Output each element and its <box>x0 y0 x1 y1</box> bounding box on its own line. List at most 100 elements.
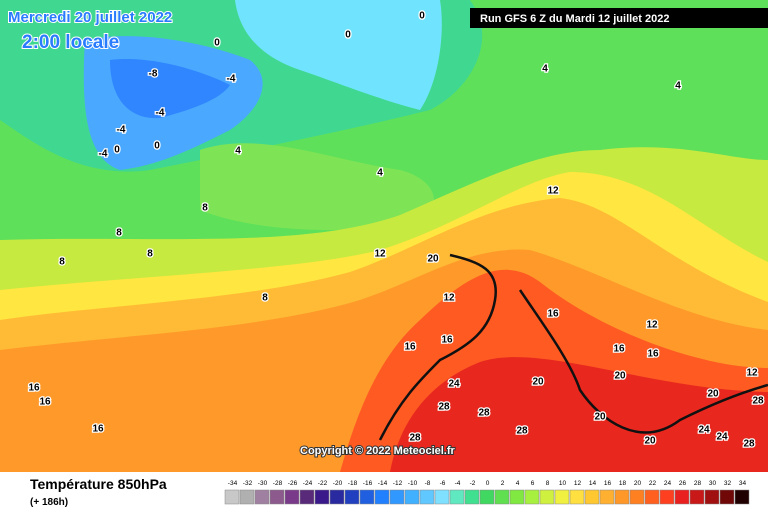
contour-label: 16 <box>39 397 51 408</box>
legend-swatch <box>479 489 495 505</box>
contour-label: -4 <box>227 74 236 85</box>
legend-label: -34 <box>228 480 238 487</box>
legend-label: -20 <box>333 480 343 487</box>
legend-swatch <box>704 489 720 505</box>
legend-label: 14 <box>589 480 597 487</box>
contour-label: 28 <box>516 426 528 437</box>
legend-label: 18 <box>619 480 627 487</box>
contour-label: -4 <box>99 149 108 160</box>
contour-label: 16 <box>647 349 659 360</box>
legend-label: -28 <box>273 480 283 487</box>
legend-swatch <box>689 489 705 505</box>
legend-swatch <box>734 489 750 505</box>
run-info: Run GFS 6 Z du Mardi 12 juillet 2022 <box>480 13 670 25</box>
legend-label: 12 <box>574 480 582 487</box>
contour-label: 20 <box>594 412 606 423</box>
legend-swatch <box>239 489 255 505</box>
legend-swatch <box>719 489 735 505</box>
legend-swatch <box>329 489 345 505</box>
legend-swatch <box>269 489 285 505</box>
legend-swatch <box>569 489 585 505</box>
contour-label: 16 <box>547 309 559 320</box>
contour-label: 8 <box>59 257 65 268</box>
contour-label: 0 <box>419 11 425 22</box>
legend-swatch <box>404 489 420 505</box>
legend-swatch <box>659 489 675 505</box>
contour-label: 28 <box>743 439 755 450</box>
legend-swatch <box>344 489 360 505</box>
contour-label: 20 <box>532 377 544 388</box>
legend-swatch <box>524 489 540 505</box>
legend-swatch <box>299 489 315 505</box>
contour-label: 8 <box>147 249 153 260</box>
contour-label: 20 <box>614 371 626 382</box>
color-legend: -34 -32 -30 -28 -26 -24 -22 -20 -18 -16 -14 -12 -10-… <box>224 480 750 505</box>
copyright: Copyright © 2022 Meteociel.fr <box>300 445 456 457</box>
contour-label: 16 <box>404 342 416 353</box>
legend-swatch <box>584 489 600 505</box>
contour-label: 4 <box>377 168 383 179</box>
legend-label: -4 <box>455 480 461 487</box>
legend-label: -14 <box>378 480 388 487</box>
legend-label: 6 <box>531 480 535 487</box>
legend-swatch <box>434 489 450 505</box>
legend-swatch <box>314 489 330 505</box>
contour-label: 0 <box>345 30 351 41</box>
contour-label: 16 <box>613 344 625 355</box>
local-time: 2:00 locale <box>22 32 119 53</box>
contour-label: 0 <box>214 38 220 49</box>
legend-swatch <box>464 489 480 505</box>
legend-label: 16 <box>604 480 612 487</box>
legend-label: 24 <box>664 480 672 487</box>
legend-swatch <box>599 489 615 505</box>
run-box <box>470 8 768 28</box>
legend-label: -18 <box>348 480 358 487</box>
contour-label: 4 <box>542 64 548 75</box>
legend-swatch <box>449 489 465 505</box>
contour-label: 20 <box>427 254 439 265</box>
legend-swatch <box>674 489 690 505</box>
legend-label: -2 <box>470 480 476 487</box>
contour-label: 4 <box>235 146 241 157</box>
legend-swatch <box>539 489 555 505</box>
contour-label: 16 <box>28 383 40 394</box>
legend-swatch <box>494 489 510 505</box>
contour-label: 12 <box>646 320 658 331</box>
legend-label: 4 <box>516 480 520 487</box>
contour-label: 8 <box>262 293 268 304</box>
contour-label: -4 <box>117 125 126 136</box>
legend-swatch <box>374 489 390 505</box>
contour-label: 16 <box>441 335 453 346</box>
legend-label: 22 <box>649 480 657 487</box>
legend-label: 28 <box>694 480 702 487</box>
legend-label: 30 <box>709 480 717 487</box>
contour-label: 4 <box>675 81 681 92</box>
legend-swatch <box>419 489 435 505</box>
contour-label: 0 <box>114 145 120 156</box>
contour-label: 8 <box>202 203 208 214</box>
legend-label: 34 <box>739 480 747 487</box>
contour-label: 28 <box>478 408 490 419</box>
legend-label: 2 <box>501 480 505 487</box>
contour-label: -4 <box>156 108 165 119</box>
map-background <box>0 0 768 472</box>
contour-label: 24 <box>698 425 710 436</box>
legend-label: -10 <box>408 480 418 487</box>
contour-label: 12 <box>374 249 386 260</box>
contour-label: 24 <box>716 432 728 443</box>
contour-label: 28 <box>438 402 450 413</box>
legend-label: 20 <box>634 480 642 487</box>
contour-label: 12 <box>746 368 758 379</box>
variable-title: Température 850hPa <box>30 476 167 492</box>
legend-swatch <box>224 489 240 505</box>
contour-label: 24 <box>448 379 460 390</box>
legend-label: -30 <box>258 480 268 487</box>
legend-label: -16 <box>363 480 373 487</box>
legend-swatch <box>254 489 270 505</box>
legend-label: 26 <box>679 480 687 487</box>
contour-label: 20 <box>707 389 719 400</box>
legend-label: 32 <box>724 480 732 487</box>
legend-label: 0 <box>486 480 490 487</box>
contour-label: 0 <box>154 141 160 152</box>
